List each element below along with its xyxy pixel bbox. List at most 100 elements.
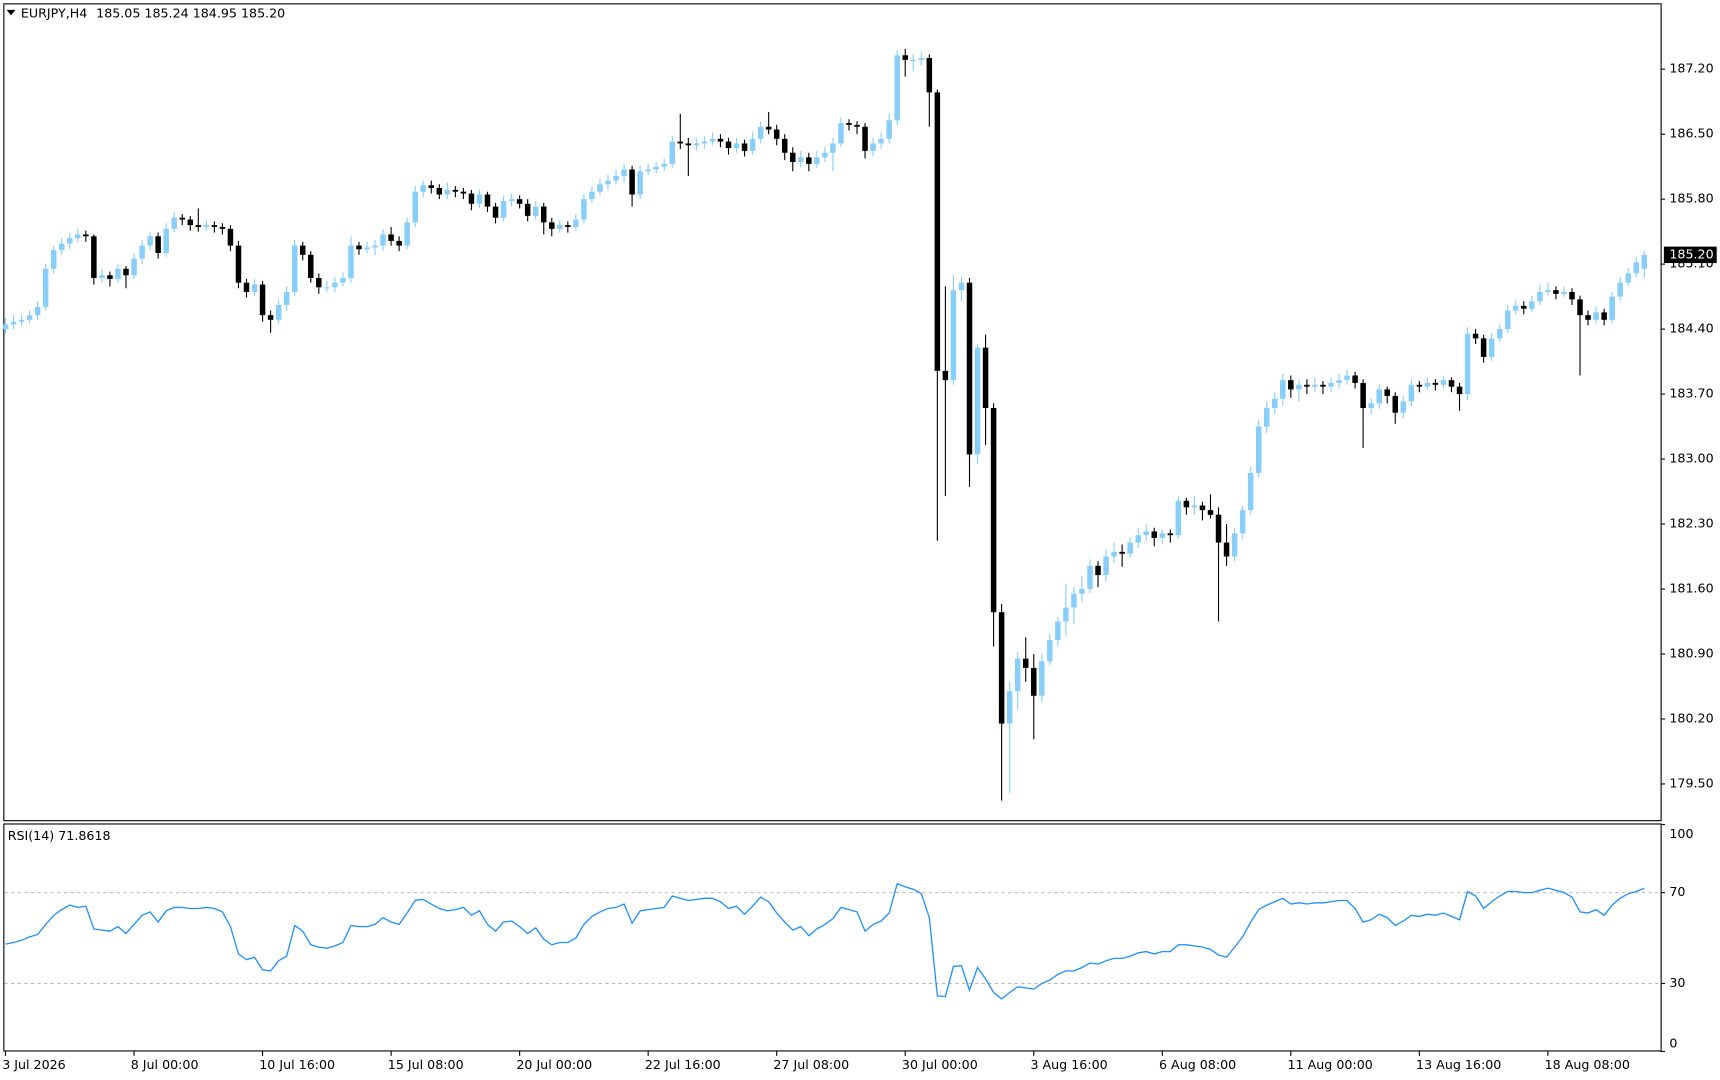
- candle-body: [982, 347, 989, 409]
- candle-body: [854, 124, 860, 127]
- candle-body: [476, 194, 483, 204]
- candle-body: [1263, 408, 1270, 427]
- candle-body: [131, 258, 137, 276]
- x-tick-label: 3 Aug 16:00: [1030, 1057, 1107, 1072]
- candle-body: [974, 347, 981, 455]
- candle-body: [380, 234, 386, 246]
- candle-body: [1079, 589, 1085, 594]
- candle-body: [1255, 426, 1262, 473]
- candle-body: [1537, 291, 1543, 302]
- y-tick-label: 100: [1669, 826, 1693, 841]
- candle-body: [1022, 658, 1029, 668]
- candle-body: [139, 245, 145, 259]
- candle-body: [179, 217, 185, 220]
- candle-body: [1095, 565, 1101, 576]
- candle-body: [1408, 384, 1415, 402]
- candle-body: [1014, 658, 1021, 692]
- candle-body: [372, 245, 378, 248]
- candle-body: [894, 55, 900, 121]
- candle-body: [1464, 333, 1471, 395]
- candle-body: [942, 370, 949, 381]
- y-tick-label: 185.80: [1669, 191, 1713, 206]
- candle-body: [830, 143, 836, 153]
- candle-body: [1328, 382, 1334, 387]
- candle-body: [1175, 500, 1182, 536]
- candle-body: [1031, 667, 1037, 696]
- candle-body: [1488, 338, 1495, 357]
- candle-body: [1151, 531, 1158, 538]
- candle-body: [1304, 384, 1310, 387]
- candle-body: [1480, 338, 1487, 357]
- candle-body: [42, 268, 49, 307]
- candle-body: [155, 236, 161, 253]
- candle-body: [492, 206, 499, 218]
- candle-body: [966, 282, 973, 455]
- candle-body: [573, 219, 579, 227]
- candle-body: [227, 228, 234, 246]
- candle-body: [1424, 382, 1431, 387]
- x-tick-label: 22 Jul 16:00: [645, 1057, 721, 1072]
- candle-body: [605, 180, 611, 185]
- candle-body: [171, 217, 177, 229]
- candle-body: [1231, 533, 1238, 557]
- candle-body: [340, 278, 346, 283]
- candle-body: [1006, 691, 1013, 724]
- candle-body: [484, 194, 491, 207]
- candle-body: [1047, 640, 1053, 662]
- x-tick-label: 6 Aug 08:00: [1159, 1057, 1236, 1072]
- candle-body: [990, 408, 997, 613]
- chart-title: EURJPY,H4: [21, 6, 87, 21]
- candle-body: [1641, 254, 1648, 269]
- candle-body: [838, 123, 844, 144]
- candle-body: [1553, 290, 1559, 294]
- candle-body: [58, 243, 65, 251]
- candle-body: [291, 245, 298, 292]
- x-tick-label: 3 Jul 2026: [2, 1057, 66, 1072]
- collapse-arrow[interactable]: [6, 9, 16, 16]
- candle-body: [195, 225, 202, 227]
- candle-body: [1087, 565, 1093, 590]
- candle-body: [717, 138, 724, 142]
- last-price-tag: [1663, 246, 1717, 264]
- candle-body: [765, 126, 772, 130]
- candle-body: [958, 282, 965, 291]
- candle-body: [1296, 384, 1302, 390]
- candle-body: [757, 126, 764, 139]
- candle-body: [1440, 380, 1447, 385]
- x-tick-label: 30 Jul 00:00: [902, 1057, 978, 1072]
- candle-body: [741, 143, 748, 151]
- candle-body: [1577, 299, 1583, 316]
- candle-body: [348, 245, 354, 279]
- candle-body: [1633, 262, 1640, 274]
- y-tick-label: 181.60: [1669, 581, 1713, 596]
- x-tick-label: 20 Jul 00:00: [516, 1057, 592, 1072]
- candle-body: [1400, 401, 1407, 413]
- candle-body: [50, 250, 57, 269]
- candle-body: [123, 268, 129, 276]
- candle-body: [701, 141, 708, 144]
- candle-body: [203, 225, 210, 227]
- candle-body: [1215, 514, 1222, 543]
- candle-body: [773, 129, 780, 139]
- candle-body: [1199, 505, 1206, 511]
- last-price-label: 185.20: [1669, 246, 1713, 261]
- candle-body: [549, 222, 555, 229]
- y-tick-label: 179.50: [1669, 775, 1713, 790]
- candle-body: [934, 92, 941, 371]
- candle-body: [235, 245, 242, 283]
- candle-body: [187, 219, 194, 226]
- candle-body: [1504, 310, 1511, 330]
- candle-body: [10, 321, 17, 325]
- candle-body: [1585, 315, 1591, 320]
- x-tick-label: 27 Jul 08:00: [773, 1057, 849, 1072]
- y-tick-label: 183.70: [1669, 386, 1713, 401]
- candle-body: [364, 247, 370, 250]
- candle-body: [468, 193, 475, 204]
- candle-body: [733, 143, 740, 149]
- candle-body: [460, 191, 467, 194]
- candle-body: [798, 157, 804, 163]
- candle-body: [902, 55, 908, 60]
- candle-body: [918, 58, 925, 60]
- candle-body: [1545, 290, 1551, 292]
- candle-body: [259, 284, 266, 316]
